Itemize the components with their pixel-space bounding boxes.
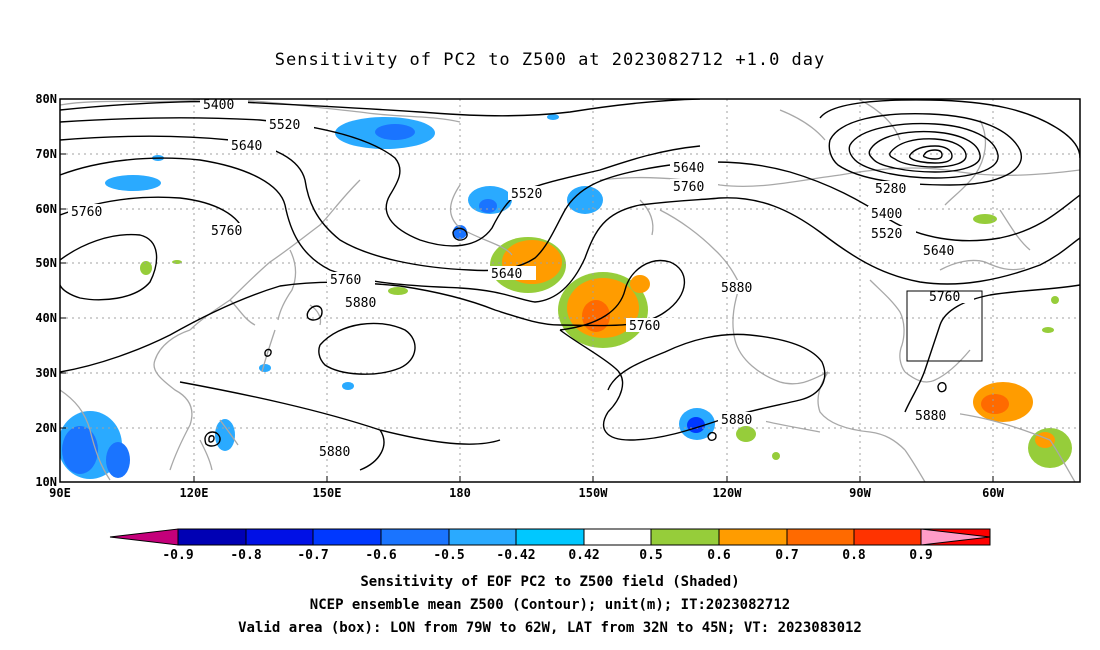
colorbar-bin [583,528,652,546]
colorbar-tick-label: -0.7 [297,548,328,563]
neg-patch-core [687,417,705,433]
neg-patch [342,382,354,390]
colorbar-tick-label: 0.7 [775,548,798,563]
map-grid [60,99,1080,482]
lon-tick-label: 150E [313,486,342,500]
colorbar-tick-label: 0.42 [568,548,599,563]
pos-patch [388,287,408,295]
lon-tick-label: 60W [982,486,1004,500]
caption-line-2: NCEP ensemble mean Z500 (Contour); unit(… [309,597,791,613]
contour-label: 5880 [721,413,752,428]
colorbar-bin [245,528,314,546]
map-axes: 90E 120E 150E 180 150W 120W 90W 60W 80N 70N 60N 50N… [35,92,1004,500]
valid-area-box [906,290,983,362]
lat-tick-label: 80N [35,92,57,106]
contour-label: 5760 [211,224,242,239]
colorbar-over-triangle [920,528,991,546]
pos-patch [1042,327,1054,333]
lon-tick-label: 90E [49,486,71,500]
contour-label: 5520 [871,227,902,242]
colorbar-tick-label: 0.9 [909,548,932,563]
contour-label: 5880 [915,409,946,424]
pos-patch [736,426,756,442]
colorbar-tick-label: -0.5 [433,548,464,563]
colorbar-tick-label: -0.42 [496,548,535,563]
contour-label: 5880 [721,281,752,296]
colorbar-bin [718,528,788,546]
contour-label: 5760 [673,180,704,195]
colorbar-bin [786,528,855,546]
pos-patch [630,275,650,293]
lon-tick-label: 150W [579,486,609,500]
neg-patch-core [62,426,98,474]
contour-label: 5640 [491,267,522,282]
contour-label: 5760 [71,205,102,220]
lat-tick-label: 70N [35,147,57,161]
pos-patch [772,452,780,460]
contour-label: 5520 [269,118,300,133]
contour-label: 5760 [929,290,960,305]
lat-tick-label: 10N [35,475,57,489]
pos-patch [973,214,997,224]
lat-tick-label: 30N [35,366,57,380]
pos-patch-core [1035,432,1055,448]
colorbar-tick-label: -0.6 [365,548,396,563]
neg-patch [567,186,603,214]
lon-tick-label: 120E [180,486,209,500]
colorbar-bin [312,528,382,546]
lon-tick-label: 90W [849,486,871,500]
contour-label: 5400 [871,207,902,222]
z500-contours [60,99,1080,471]
neg-patch [259,364,271,372]
contour-label: 5760 [629,319,660,334]
neg-patch-core [479,199,497,213]
colorbar-tick-label: -0.9 [162,548,193,563]
pos-patch [140,261,152,275]
lat-tick-label: 40N [35,311,57,325]
pos-patch [1051,296,1059,304]
neg-patch [105,175,161,191]
neg-patch-core [375,124,415,140]
colorbar-bin [448,528,517,546]
lon-tick-label: 180 [449,486,471,500]
neg-patch [215,419,235,451]
contour-label: 5880 [345,296,376,311]
contour-label: 5880 [319,445,350,460]
lon-tick-label: 120W [713,486,743,500]
colorbar-under-triangle [109,528,179,546]
colorbar-bin [650,528,720,546]
colorbar-bin [853,528,922,546]
colorbar-bin [515,528,585,546]
colorbar-bin [177,528,247,546]
contour-label: 5640 [673,161,704,176]
colorbar-bin [380,528,450,546]
plot-frame [59,98,1081,483]
contour-label: 5400 [203,98,234,113]
colorbar: -0.9 -0.8 -0.7 -0.6 -0.5 -0.42 0.42 0.5 0.6 0.7 0.… [109,528,991,563]
colorbar-tick-label: 0.6 [707,548,731,563]
neg-patch [547,114,559,120]
colorbar-tick-label: 0.5 [639,548,662,563]
contour-label: 5520 [511,187,542,202]
lat-tick-label: 50N [35,256,57,270]
contour-label: 5760 [330,273,361,288]
caption-line-1: Sensitivity of EOF PC2 to Z500 field (Sh… [360,574,740,590]
lat-tick-label: 20N [35,421,57,435]
colorbar-tick-label: 0.8 [842,548,866,563]
colorbar-tick-label: -0.8 [230,548,261,563]
pos-patch-core [981,394,1009,414]
contour-label: 5280 [875,182,906,197]
lat-tick-label: 60N [35,202,57,216]
contour-label: 5640 [923,244,954,259]
contour-label: 5640 [231,139,262,154]
neg-patch-core [106,442,130,478]
contour-labels: 5400 5520 5640 5760 5760 5520 5640 5760 … [68,97,974,460]
caption-line-3: Valid area (box): LON from 79W to 62W, L… [238,620,862,636]
plot-title: Sensitivity of PC2 to Z500 at 2023082712… [274,50,826,70]
